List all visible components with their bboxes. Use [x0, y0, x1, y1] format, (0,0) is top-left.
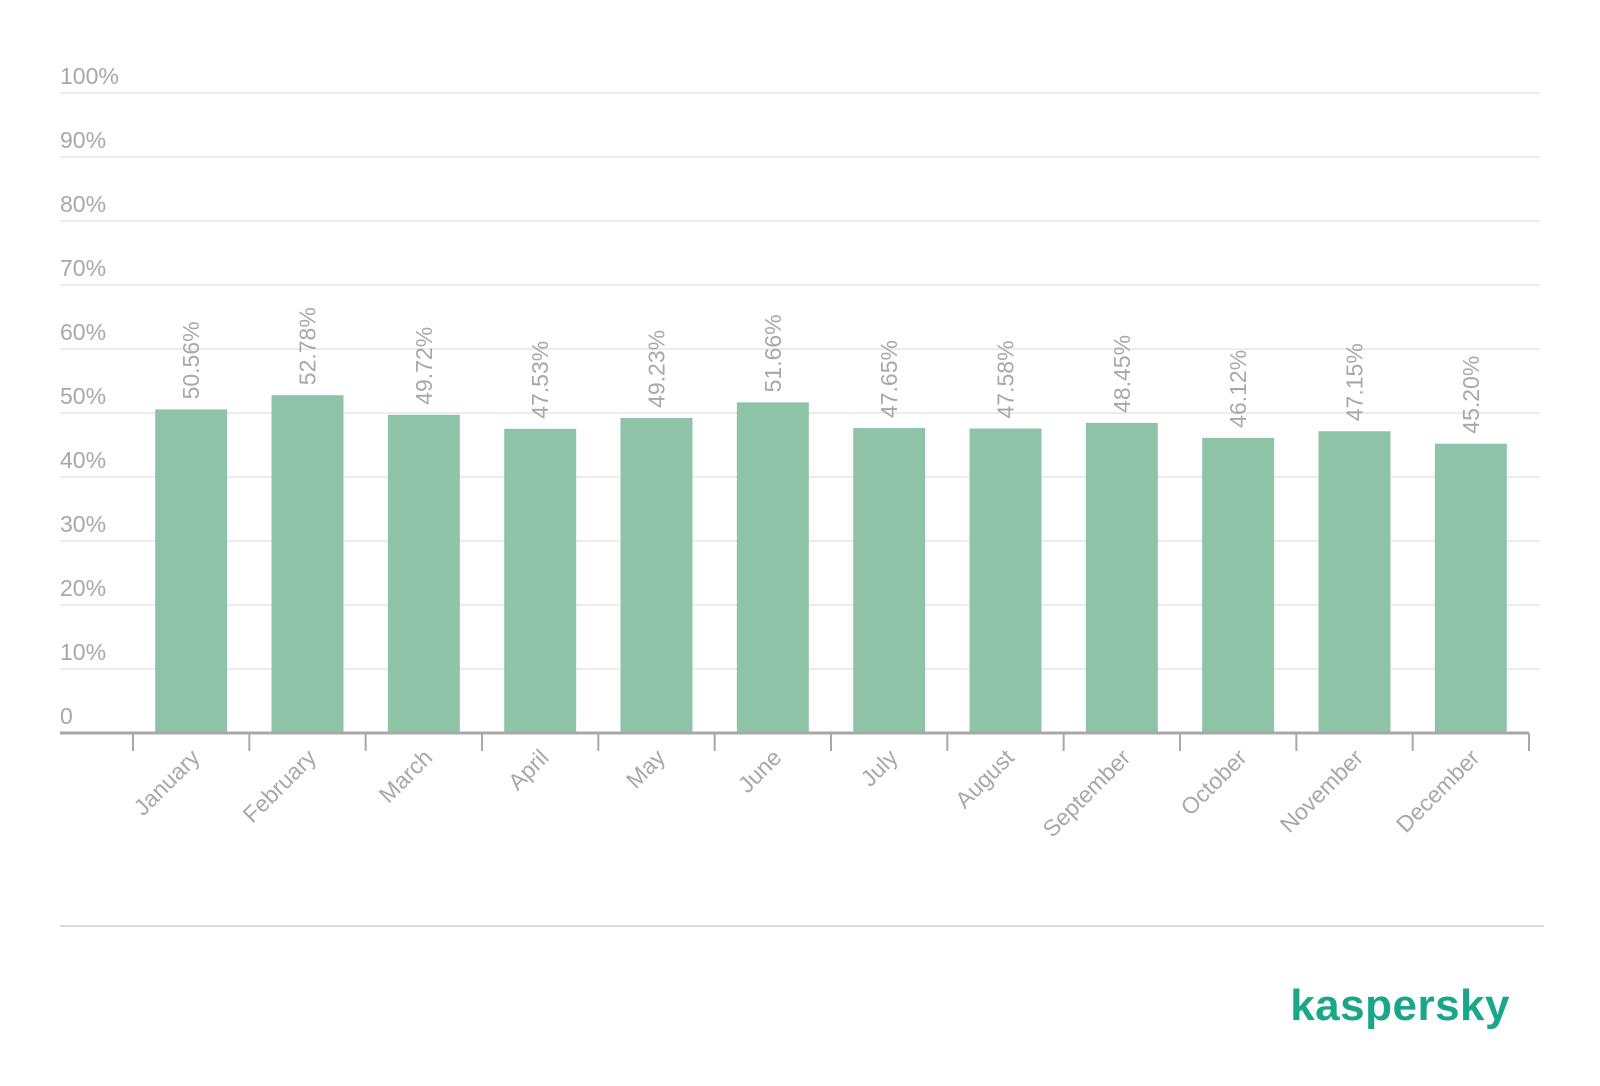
- y-tick-label: 80%: [60, 191, 106, 217]
- value-label: 47.58%: [993, 340, 1019, 418]
- y-tick-label: 50%: [60, 383, 106, 409]
- value-label: 48.45%: [1109, 335, 1135, 413]
- y-tick-label: 40%: [60, 447, 106, 473]
- category-label: June: [733, 744, 787, 798]
- value-label: 49.23%: [644, 330, 670, 408]
- bar-october: [1202, 437, 1275, 733]
- value-label: 52.78%: [295, 307, 321, 385]
- y-axis-tick-labels: 0 10% 20% 30% 40% 50% 60% 70% 80% 90% 100%: [60, 63, 119, 729]
- bar-february: [271, 395, 344, 733]
- value-label: 47.53%: [527, 341, 553, 419]
- y-tick-label: 90%: [60, 127, 106, 153]
- value-label: 45.20%: [1458, 356, 1484, 434]
- y-tick-label: 0: [60, 703, 73, 729]
- bar-december: [1434, 443, 1507, 733]
- y-tick-label: 30%: [60, 511, 106, 537]
- bar-july: [853, 428, 926, 733]
- category-label: December: [1391, 744, 1485, 838]
- value-label: 49.72%: [411, 327, 437, 405]
- category-label: March: [374, 744, 438, 808]
- kaspersky-logo: kaspersky: [1290, 981, 1510, 1030]
- bars: [155, 395, 1507, 733]
- category-label: August: [950, 744, 1019, 813]
- bar-august: [969, 428, 1042, 733]
- category-labels: January February March April May June July Augu…: [128, 744, 1484, 842]
- category-label: May: [621, 744, 670, 793]
- bar-june: [736, 402, 809, 733]
- value-labels: 50.56% 52.78% 49.72% 47.53% 49.23% 51.66% 47.6…: [178, 307, 1484, 434]
- y-tick-label: 70%: [60, 255, 106, 281]
- y-tick-label: 100%: [60, 63, 119, 89]
- bar-january: [155, 409, 228, 733]
- value-label: 47.65%: [876, 340, 902, 418]
- bar-november: [1318, 431, 1391, 733]
- bar-march: [387, 414, 460, 733]
- bar-april: [504, 428, 577, 733]
- bar-may: [620, 417, 693, 733]
- value-label: 50.56%: [178, 321, 204, 399]
- category-label: January: [128, 744, 205, 821]
- value-label: 47.15%: [1342, 343, 1368, 421]
- category-label: February: [238, 744, 322, 828]
- category-label: July: [855, 744, 903, 792]
- bar-september: [1085, 422, 1158, 733]
- category-label: November: [1275, 744, 1369, 838]
- category-label: September: [1037, 744, 1135, 842]
- value-label: 46.12%: [1225, 350, 1251, 428]
- x-axis: [60, 731, 1530, 751]
- y-tick-label: 60%: [60, 319, 106, 345]
- value-label: 51.66%: [760, 314, 786, 392]
- category-label: October: [1175, 744, 1251, 820]
- y-tick-label: 10%: [60, 639, 106, 665]
- category-label: April: [503, 744, 554, 795]
- y-tick-label: 20%: [60, 575, 106, 601]
